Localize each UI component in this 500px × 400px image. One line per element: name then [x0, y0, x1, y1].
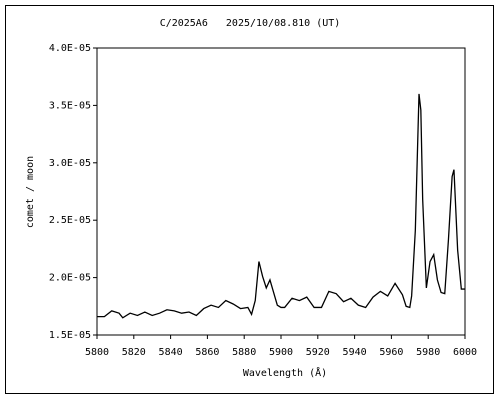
x-axis-label: Wavelength (Å) — [243, 366, 327, 379]
x-tick-label: 5840 — [159, 347, 183, 358]
x-tick-label: 5860 — [195, 347, 219, 358]
chart-frame — [5, 5, 494, 394]
y-tick-label: 3.5E-05 — [49, 100, 91, 111]
x-tick-label: 5800 — [85, 347, 109, 358]
x-tick-label: 5960 — [379, 347, 403, 358]
x-tick-label: 5820 — [122, 347, 146, 358]
y-tick-label: 4.0E-05 — [49, 43, 91, 54]
plot-area — [96, 47, 466, 336]
chart-title: C/2025A6 2025/10/08.810 (UT) — [160, 18, 341, 29]
y-tick-label: 2.0E-05 — [49, 273, 91, 284]
x-tick-label: 5920 — [306, 347, 330, 358]
x-tick-label: 5880 — [232, 347, 256, 358]
x-tick-label: 5940 — [343, 347, 367, 358]
y-tick-label: 3.0E-05 — [49, 158, 91, 169]
data-line — [97, 93, 465, 319]
y-tick-label: 2.5E-05 — [49, 215, 91, 226]
x-tick-label: 6000 — [453, 347, 477, 358]
x-tick-label: 5900 — [269, 347, 293, 358]
y-axis-label: comet / moon — [25, 156, 36, 228]
x-tick-label: 5980 — [416, 347, 440, 358]
y-tick-label: 1.5E-05 — [49, 330, 91, 341]
